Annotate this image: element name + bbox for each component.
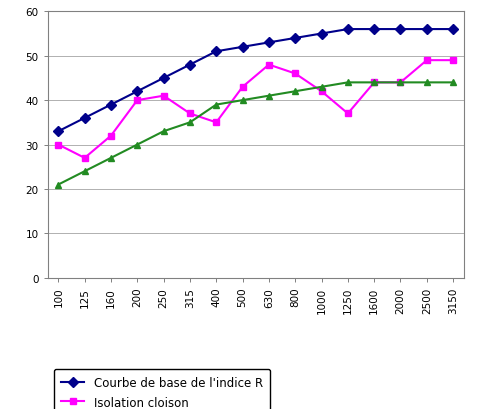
Courbe R ajustée R=40 dB: [239, 99, 245, 103]
Courbe R ajustée R=40 dB: [161, 129, 166, 134]
Line: Courbe R ajustée R=40 dB: Courbe R ajustée R=40 dB: [55, 80, 456, 189]
Courbe R ajustée R=40 dB: [450, 81, 456, 85]
Courbe R ajustée R=40 dB: [319, 85, 325, 90]
Courbe de base de l'indice R: [398, 27, 403, 32]
Courbe de base de l'indice R: [55, 129, 61, 134]
Courbe de base de l'indice R: [161, 76, 166, 81]
Courbe de base de l'indice R: [345, 27, 351, 32]
Courbe R ajustée R=40 dB: [398, 81, 403, 85]
Isolation cloison: [82, 156, 87, 161]
Courbe R ajustée R=40 dB: [371, 81, 377, 85]
Courbe de base de l'indice R: [266, 41, 272, 46]
Isolation cloison: [239, 85, 245, 90]
Courbe de base de l'indice R: [134, 90, 140, 94]
Courbe R ajustée R=40 dB: [266, 94, 272, 99]
Courbe R ajustée R=40 dB: [345, 81, 351, 85]
Courbe de base de l'indice R: [319, 32, 325, 37]
Courbe R ajustée R=40 dB: [424, 81, 430, 85]
Courbe R ajustée R=40 dB: [293, 90, 298, 94]
Isolation cloison: [319, 90, 325, 94]
Courbe de base de l'indice R: [82, 116, 87, 121]
Courbe R ajustée R=40 dB: [82, 169, 87, 174]
Courbe R ajustée R=40 dB: [108, 156, 114, 161]
Courbe R ajustée R=40 dB: [55, 182, 61, 187]
Legend: Courbe de base de l'indice R, Isolation cloison, Courbe R ajustée R=40 dB: Courbe de base de l'indice R, Isolation …: [54, 369, 270, 409]
Isolation cloison: [55, 143, 61, 148]
Isolation cloison: [134, 99, 140, 103]
Courbe de base de l'indice R: [187, 63, 193, 68]
Isolation cloison: [424, 58, 430, 63]
Courbe de base de l'indice R: [450, 27, 456, 32]
Courbe R ajustée R=40 dB: [187, 121, 193, 126]
Isolation cloison: [161, 94, 166, 99]
Courbe de base de l'indice R: [108, 103, 114, 108]
Courbe R ajustée R=40 dB: [213, 103, 219, 108]
Courbe de base de l'indice R: [239, 45, 245, 50]
Isolation cloison: [398, 81, 403, 85]
Courbe de base de l'indice R: [213, 50, 219, 55]
Isolation cloison: [371, 81, 377, 85]
Courbe de base de l'indice R: [293, 36, 298, 41]
Isolation cloison: [266, 63, 272, 68]
Isolation cloison: [345, 112, 351, 117]
Line: Courbe de base de l'indice R: Courbe de base de l'indice R: [55, 27, 456, 135]
Isolation cloison: [450, 58, 456, 63]
Line: Isolation cloison: Isolation cloison: [55, 58, 456, 162]
Isolation cloison: [213, 121, 219, 126]
Courbe R ajustée R=40 dB: [134, 143, 140, 148]
Courbe de base de l'indice R: [424, 27, 430, 32]
Isolation cloison: [293, 72, 298, 77]
Courbe de base de l'indice R: [371, 27, 377, 32]
Isolation cloison: [187, 112, 193, 117]
Isolation cloison: [108, 134, 114, 139]
